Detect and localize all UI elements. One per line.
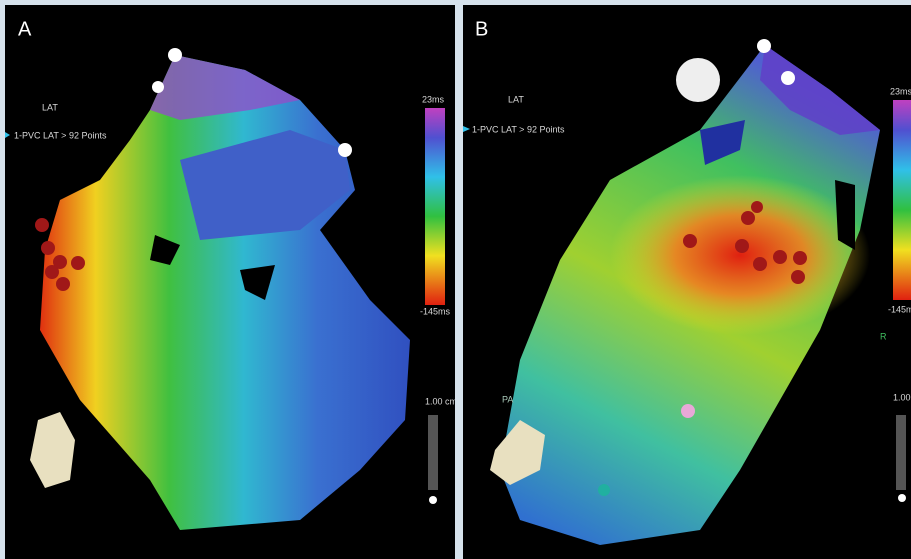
scale-top: 23ms [890, 86, 911, 96]
scale-bottom: -145ms [888, 304, 911, 314]
scale-top: 23ms [422, 94, 445, 104]
scale-bottom: -145ms [420, 306, 451, 316]
map-hotspot [610, 175, 870, 335]
panel-label: B [475, 18, 488, 40]
landmark [781, 71, 795, 85]
figure: A LAT 1-PVC LAT > 92 Points 23ms -145ms … [0, 0, 911, 559]
landmark [598, 484, 610, 496]
view-label: R [880, 331, 887, 341]
map-label: LAT [42, 102, 58, 112]
landmark [676, 58, 720, 102]
panel-b: B LAT 1-PVC LAT > 92 Points 23ms -145ms … [463, 5, 911, 559]
panel-label: A [18, 18, 32, 40]
map-name: 1-PVC LAT > 92 Points [14, 130, 107, 140]
landmark [757, 39, 771, 53]
color-scale [425, 108, 445, 305]
scale-dot [898, 494, 906, 502]
distance-scale [896, 415, 906, 490]
landmark [681, 404, 695, 418]
distance-label: 1.00 cm [425, 396, 457, 406]
color-scale [893, 100, 911, 300]
panel-a: A LAT 1-PVC LAT > 92 Points 23ms -145ms … [5, 5, 457, 559]
scale-dot [429, 496, 437, 504]
page: A LAT 1-PVC LAT > 92 Points 23ms -145ms … [0, 0, 911, 559]
view-label: PA [502, 394, 513, 404]
map-name: 1-PVC LAT > 92 Points [472, 124, 565, 134]
map-hole [835, 180, 855, 250]
distance-scale [428, 415, 438, 490]
divider [455, 0, 463, 559]
distance-label: 1.00 cm [893, 392, 911, 402]
map-label: LAT [508, 94, 524, 104]
